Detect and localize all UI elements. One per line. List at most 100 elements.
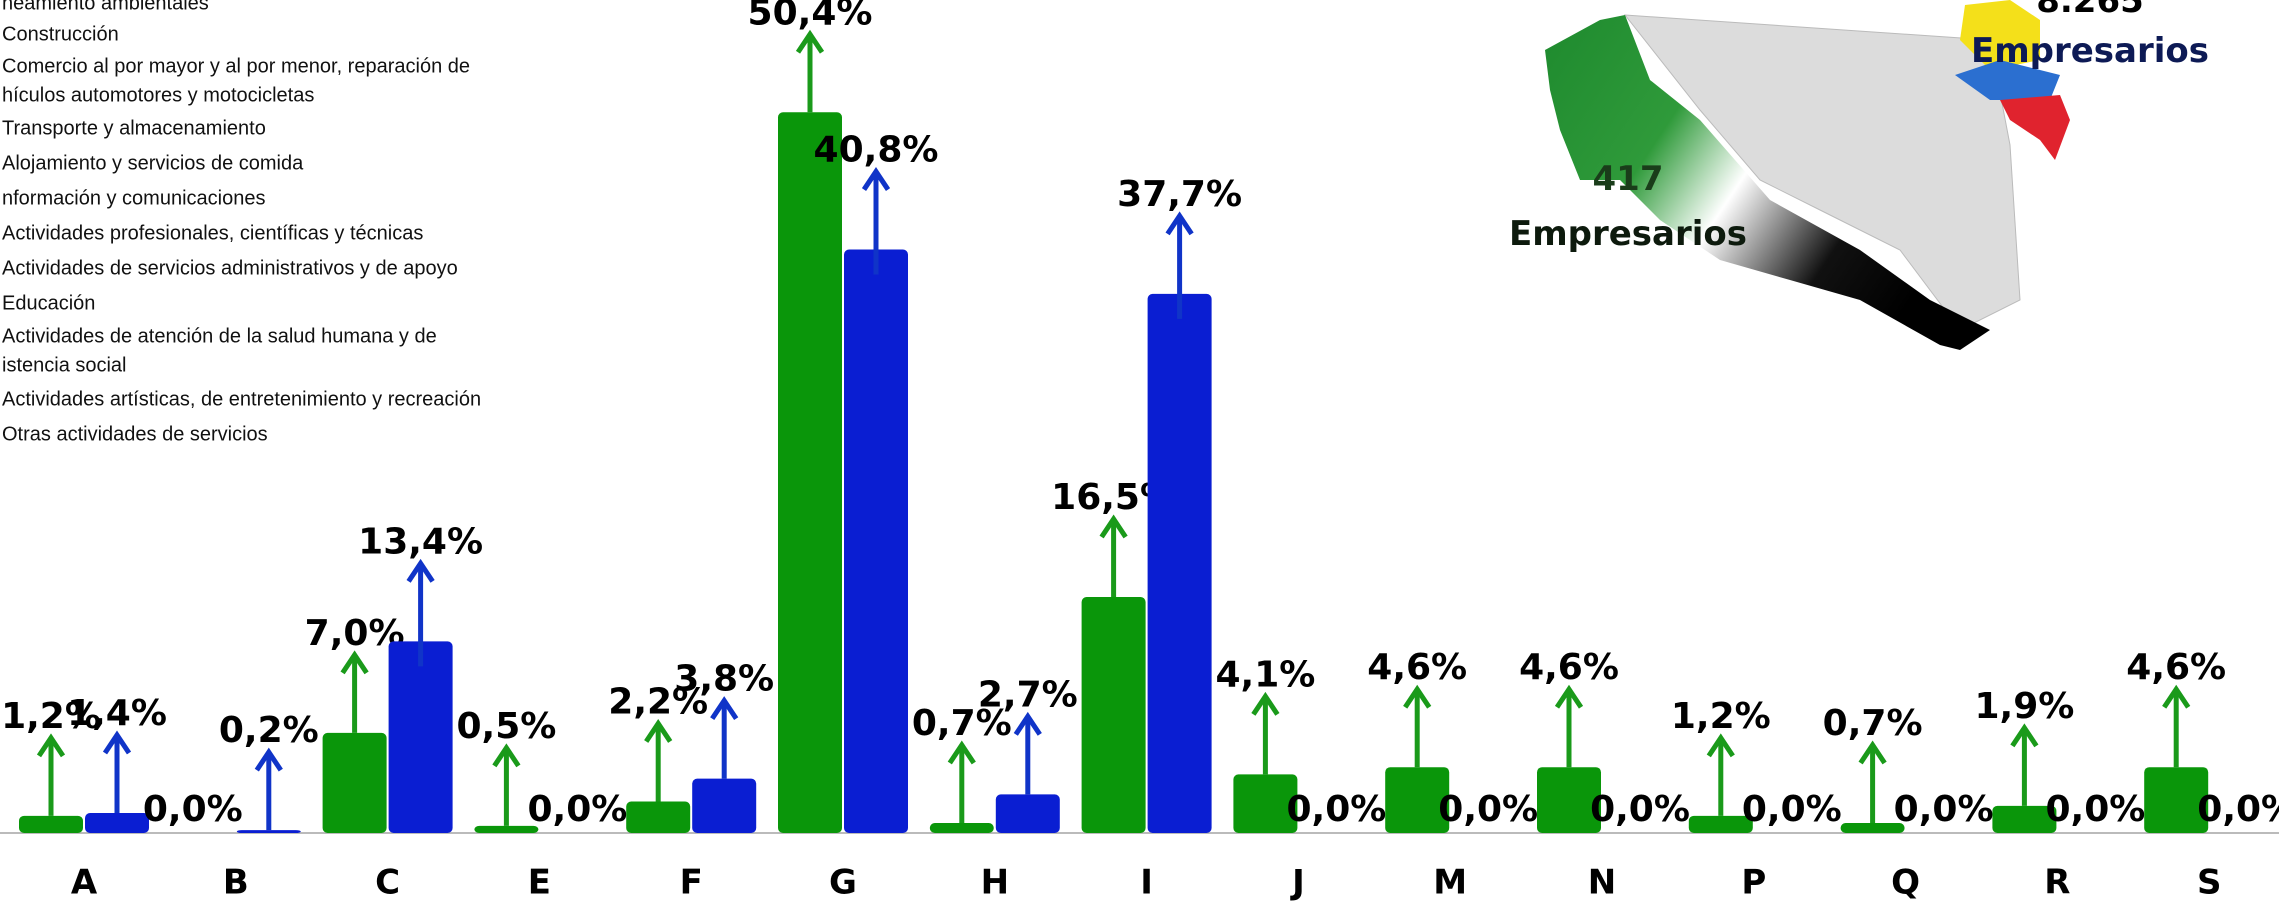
bar	[1992, 805, 2057, 833]
arrow-head	[1251, 691, 1280, 716]
value-label: 0,7%	[912, 703, 1012, 744]
map-label: 417	[1593, 159, 1664, 199]
arrow-head	[2162, 684, 2191, 709]
legend-text: Otras actividades de servicios	[2, 423, 268, 445]
bar	[844, 249, 908, 833]
arrow-head	[102, 730, 132, 755]
arrow-head	[492, 743, 521, 768]
bar	[1537, 767, 1601, 833]
bar	[1233, 774, 1298, 833]
x-tick-label: Q	[1891, 863, 1920, 901]
value-label: 40,8%	[814, 130, 939, 171]
x-tick-label: R	[2044, 863, 2070, 901]
map-label: 8.265	[2036, 0, 2144, 21]
x-tick-label: M	[1433, 863, 1467, 901]
value-label: 4,6%	[2126, 647, 2226, 688]
value-label: 0,7%	[1823, 703, 1923, 744]
arrow-head	[36, 733, 66, 758]
x-tick-label: S	[2197, 863, 2222, 901]
value-label: 1,2%	[1, 696, 101, 737]
x-tick-label: A	[71, 863, 98, 901]
arrow-head	[947, 740, 976, 765]
map-label: Empresarios	[1971, 31, 2209, 71]
value-label: 0,0%	[1286, 789, 1386, 830]
arrow-head	[795, 29, 825, 54]
value-label: 0,0%	[1438, 789, 1538, 830]
bar	[778, 112, 842, 833]
arrow-head	[644, 719, 673, 743]
value-label: 37,7%	[1117, 174, 1242, 215]
bar	[19, 815, 83, 833]
bar	[322, 732, 387, 833]
arrow-head	[340, 650, 369, 675]
bar	[995, 794, 1060, 833]
value-label: 4,6%	[1519, 647, 1619, 688]
x-tick-label: H	[981, 863, 1009, 901]
legend-text: Actividades de servicios administrativos…	[2, 257, 458, 279]
bar	[388, 641, 453, 833]
value-label: 3,8%	[674, 659, 774, 700]
x-tick-label: I	[1140, 863, 1153, 901]
x-tick-label: C	[375, 863, 400, 901]
x-tick-label: N	[1588, 863, 1616, 901]
arrow-head	[2010, 723, 2039, 748]
legend-text: istencia social	[2, 354, 127, 376]
map	[1545, 0, 2070, 350]
legend-text: Educación	[2, 292, 95, 314]
bar	[2144, 767, 2209, 833]
value-label: 0,0%	[143, 789, 243, 830]
x-tick-label: B	[223, 863, 249, 901]
bar	[692, 778, 757, 833]
value-label: 0,0%	[1742, 789, 1842, 830]
value-label: 1,2%	[1671, 696, 1771, 737]
bar	[626, 801, 691, 833]
value-label: 0,5%	[456, 706, 556, 747]
bar	[85, 812, 149, 833]
legend-text: Comercio al por mayor y al por menor, re…	[2, 55, 470, 77]
bar	[1688, 815, 1753, 833]
value-label: 7,0%	[305, 613, 405, 654]
arrow-head	[1099, 514, 1128, 539]
value-label: 13,4%	[358, 521, 483, 562]
x-tick-label: F	[680, 863, 703, 901]
arrow-head	[1706, 733, 1735, 758]
arrow-head	[1554, 684, 1584, 709]
legend-text: nformación y comunicaciones	[2, 187, 265, 209]
value-label: 0,0%	[2045, 789, 2145, 830]
value-label: 0,0%	[2197, 789, 2279, 830]
x-tick-label: E	[528, 863, 551, 901]
value-label: 4,1%	[1215, 654, 1315, 695]
bar	[1081, 597, 1146, 833]
bar	[474, 825, 539, 833]
value-label: 0,0%	[1590, 789, 1690, 830]
legend-text: Actividades artísticas, de entretenimien…	[2, 388, 481, 410]
legend-text: Actividades profesionales, científicas y…	[2, 222, 423, 244]
arrow-head	[1403, 684, 1432, 709]
arrow-head	[1165, 211, 1194, 236]
arrow-head	[710, 696, 739, 721]
bar	[236, 830, 301, 833]
legend-text: Transporte y almacenamiento	[2, 117, 266, 139]
bar	[1840, 822, 1905, 833]
bar	[1147, 293, 1212, 833]
value-label: 0,2%	[219, 710, 319, 751]
legend-text: neamiento ambientales	[2, 0, 209, 14]
value-label: 0,0%	[527, 789, 627, 830]
value-label: 1,4%	[67, 693, 167, 734]
arrow-head	[1858, 740, 1887, 765]
x-tick-label: J	[1290, 863, 1305, 901]
value-label: 0,0%	[1894, 789, 1994, 830]
arrow-head	[406, 558, 435, 583]
bar	[929, 822, 994, 833]
legend-text: Construcción	[2, 23, 119, 45]
bar	[1385, 767, 1450, 833]
arrow-head	[861, 167, 891, 191]
arrow-head	[1013, 711, 1042, 736]
value-label: 50,4%	[748, 0, 873, 33]
map-label: Empresarios	[1509, 214, 1747, 254]
value-label: 2,7%	[978, 674, 1078, 715]
x-tick-label: P	[1741, 863, 1766, 901]
arrow-head	[254, 747, 283, 772]
value-label: 2,2%	[608, 682, 708, 723]
